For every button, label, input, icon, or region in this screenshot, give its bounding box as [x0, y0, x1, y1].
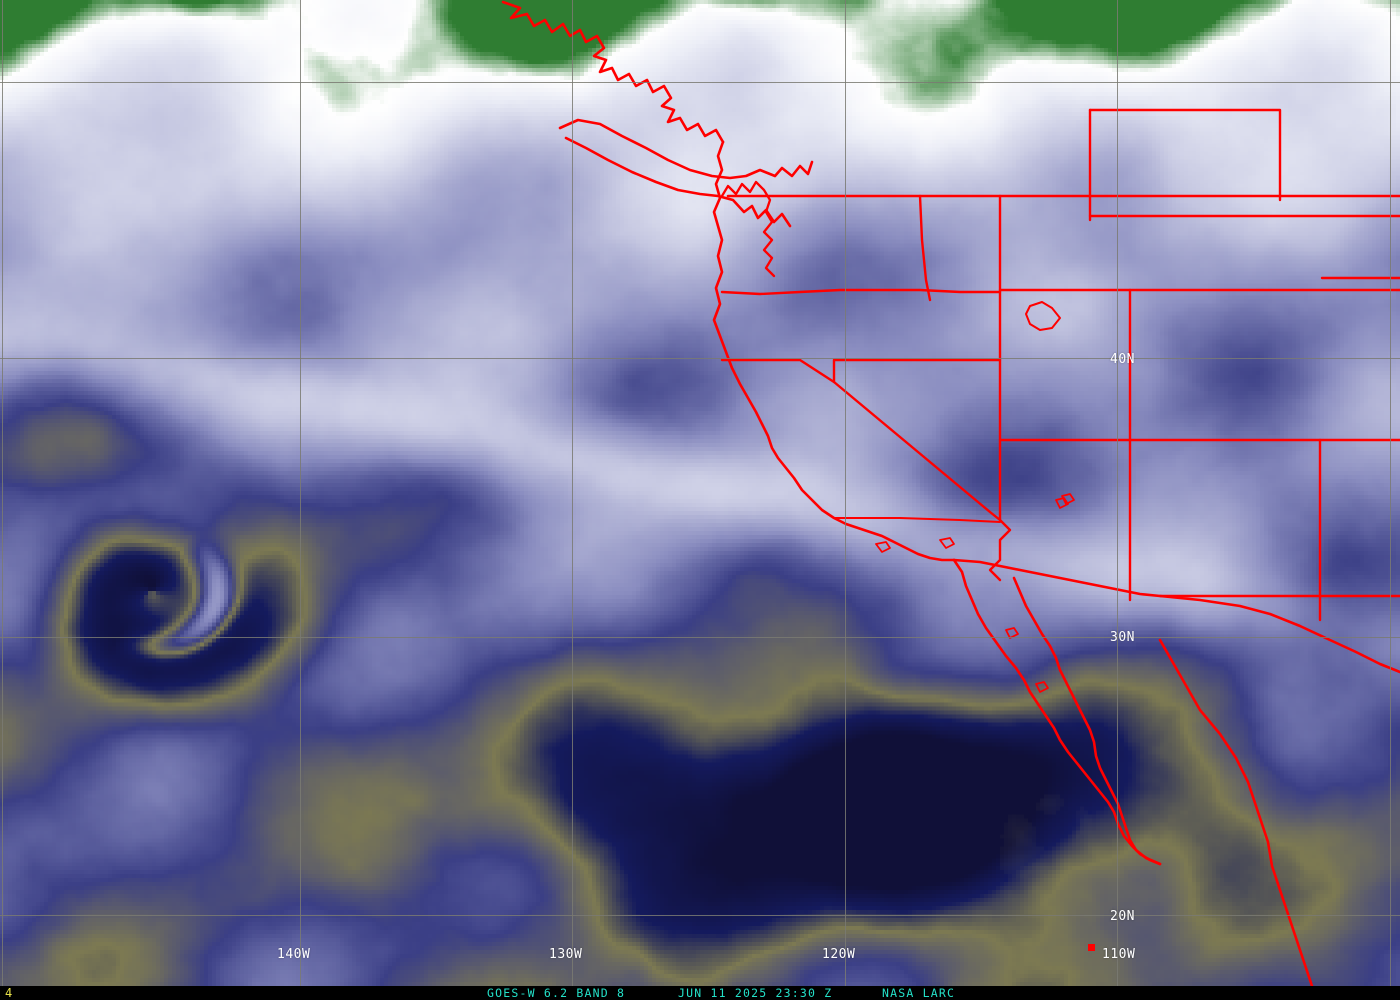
latitude-label-40n: 40N [1110, 352, 1135, 367]
longitude-label-130w: 130W [549, 947, 583, 962]
parallel-line-1 [0, 358, 1400, 359]
meridian-line-0 [2, 0, 3, 986]
latitude-label-20n: 20N [1110, 909, 1135, 924]
timestamp-label: JUN 11 2025 23:30 Z [678, 986, 833, 1000]
meridian-line-3 [845, 0, 846, 986]
meridian-line-1 [300, 0, 301, 986]
frame-index-label: 4 [5, 986, 14, 1000]
longitude-label-110w: 110W [1102, 947, 1136, 962]
product-label: GOES-W 6.2 BAND 8 [487, 986, 626, 1000]
parallel-line-0 [0, 82, 1400, 83]
status-bar: 4 GOES-W 6.2 BAND 8 JUN 11 2025 23:30 Z … [0, 986, 1400, 1000]
source-label: NASA LARC [882, 986, 956, 1000]
parallel-line-2 [0, 637, 1400, 638]
meridian-line-5 [1390, 0, 1391, 986]
meridian-line-2 [572, 0, 573, 986]
longitude-label-120w: 120W [822, 947, 856, 962]
latitude-label-30n: 30N [1110, 630, 1135, 645]
meridian-line-4 [1117, 0, 1118, 986]
parallel-line-3 [0, 915, 1400, 916]
longitude-label-140w: 140W [277, 947, 311, 962]
